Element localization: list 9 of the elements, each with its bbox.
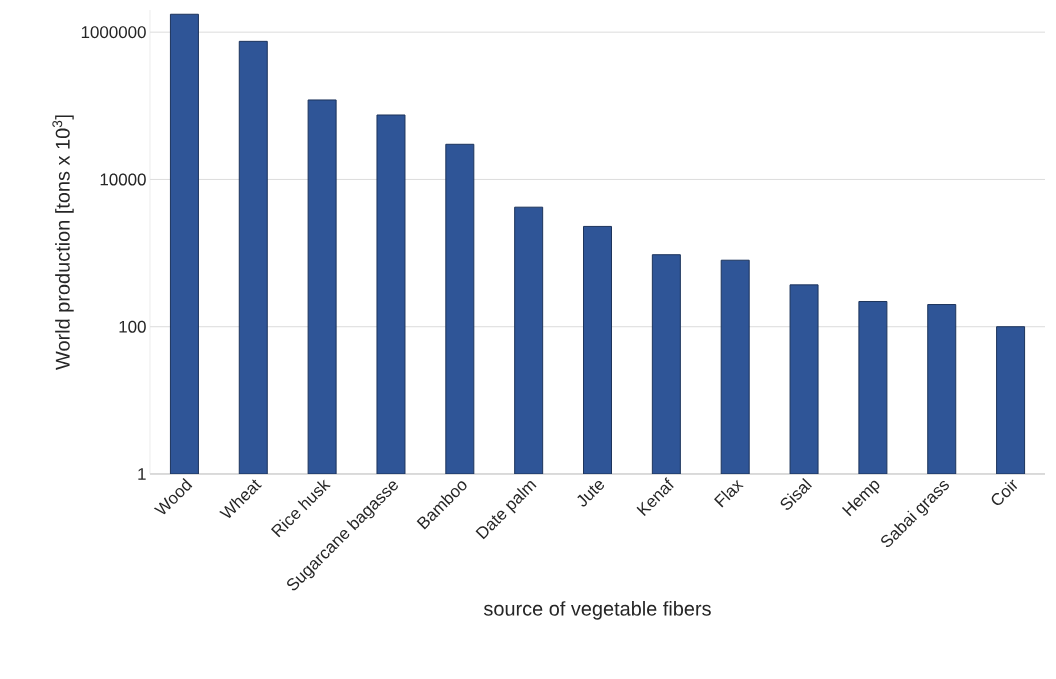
y-tick-label: 10000	[100, 173, 146, 186]
y-axis-title: World production [tons x 10$^{3}$]	[52, 115, 74, 370]
x-tick-label: Flax	[714, 479, 744, 508]
y-tick-label: 1	[138, 468, 146, 480]
x-axis-title: source of vegetable fibers	[483, 601, 711, 620]
y-tick-label: 100	[119, 320, 146, 333]
y-tick-label: 1000000	[81, 26, 146, 39]
x-tick-label: Coir	[991, 479, 1018, 506]
x-tick-label: Jute	[577, 480, 604, 507]
